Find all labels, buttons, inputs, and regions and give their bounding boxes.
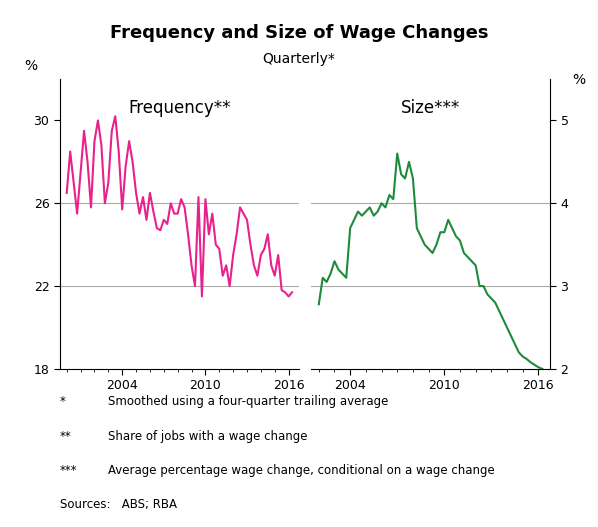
Text: Average percentage wage change, conditional on a wage change: Average percentage wage change, conditio…	[108, 464, 495, 477]
Y-axis label: %: %	[25, 59, 38, 73]
Y-axis label: %: %	[572, 73, 585, 87]
Text: ***: ***	[60, 464, 77, 477]
Text: Size***: Size***	[401, 99, 460, 118]
Text: Smoothed using a four-quarter trailing average: Smoothed using a four-quarter trailing a…	[108, 395, 388, 408]
Text: Frequency**: Frequency**	[128, 99, 231, 118]
Text: Sources:   ABS; RBA: Sources: ABS; RBA	[60, 498, 177, 511]
Text: Share of jobs with a wage change: Share of jobs with a wage change	[108, 430, 307, 443]
Text: *: *	[60, 395, 66, 408]
Text: Frequency and Size of Wage Changes: Frequency and Size of Wage Changes	[110, 24, 488, 42]
Text: Quarterly*: Quarterly*	[263, 52, 335, 66]
Text: **: **	[60, 430, 72, 443]
